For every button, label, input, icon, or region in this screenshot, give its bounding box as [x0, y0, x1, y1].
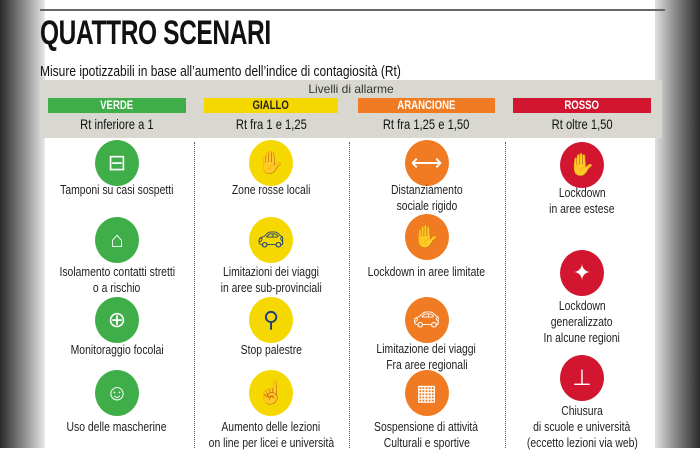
measure-label: Chiusura di scuole e università (eccetto l…	[526, 403, 638, 450]
stop-hand-icon: ✋	[249, 140, 293, 186]
levels-header: Livelli di allarme VERDE Rt inferiore a 1…	[40, 80, 662, 138]
measure-label: Stop palestre	[240, 342, 302, 357]
rt-threshold-giallo: Rt fra 1 e 1,25	[235, 116, 307, 132]
level-tag-arancione: ARANCIONE	[358, 98, 495, 113]
target-icon: ⊕	[95, 297, 139, 343]
left-vignette	[0, 0, 45, 448]
measure-label: Isolamento contatti stretti o a rischio	[59, 264, 175, 295]
measure-label: Uso delle mascherine	[66, 419, 167, 434]
italy-map-icon: ✦	[560, 250, 604, 296]
column-divider	[505, 142, 506, 448]
measure-label: Sospensione di attività Culturali e sport…	[374, 419, 479, 450]
pointing-hand-icon: ☝	[249, 370, 293, 416]
social-distance-icon: ⟷	[404, 140, 449, 186]
rt-threshold-verde: Rt inferiore a 1	[80, 116, 154, 132]
measure-label: Tamponi su casi sospetti	[60, 182, 174, 197]
gym-people-icon: ⚲	[249, 297, 293, 343]
measure-label: Distanziamento sociale rigido	[390, 182, 463, 213]
syringe-icon: ⊟	[95, 140, 139, 186]
measure-label: Aumento delle lezioni on line per licei e…	[208, 419, 334, 450]
car-icon: 🚗︎	[404, 297, 449, 343]
rt-threshold-arancione: Rt fra 1,25 e 1,50	[383, 116, 470, 132]
stop-hand-icon: ✋	[404, 214, 449, 260]
right-vignette	[655, 0, 700, 448]
measure-label: Monitoraggio focolai	[70, 342, 164, 357]
school-desk-icon: ⊥	[560, 355, 604, 401]
level-tag-rosso: ROSSO	[513, 98, 651, 113]
car-icon: 🚗︎	[249, 217, 293, 263]
arena-icon: ▦	[404, 370, 449, 416]
rt-threshold-rosso: Rt oltre 1,50	[551, 116, 613, 132]
level-tag-giallo: GIALLO	[204, 98, 338, 113]
stop-hand-icon: ✋	[560, 142, 604, 188]
top-rule	[40, 9, 665, 11]
page-title: QUATTRO SCENARI	[40, 14, 271, 52]
measure-label: Lockdown in aree estese	[549, 185, 615, 216]
measure-label: Lockdown generalizzato In alcune regioni	[543, 298, 621, 345]
home-isolation-icon: ⌂	[95, 217, 139, 263]
level-tag-verde: VERDE	[48, 98, 186, 113]
levels-label: Livelli di allarme	[308, 82, 394, 96]
subtitle: Misure ipotizzabili in base all’aumento …	[40, 63, 401, 80]
measure-label: Limitazioni dei viaggi in aree sub-provin…	[220, 264, 322, 295]
measure-label: Lockdown in aree limitate	[367, 264, 486, 279]
column-divider	[349, 142, 350, 448]
column-divider	[194, 142, 195, 448]
measure-label: Zone rosse locali	[231, 182, 311, 197]
measure-label: Limitazione dei viaggi Fra aree regionali	[376, 341, 477, 372]
face-mask-icon: ☺	[95, 370, 139, 416]
